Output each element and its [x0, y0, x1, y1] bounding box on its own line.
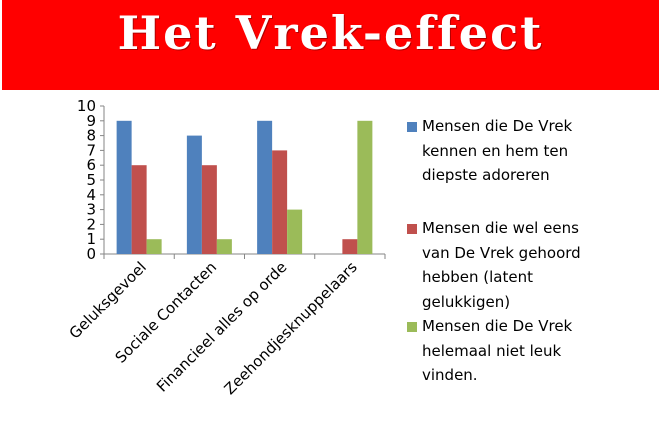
legend-swatch-series-1 — [407, 122, 417, 132]
x-tick-label: Financieel alles op orde — [153, 258, 290, 395]
y-tick-label: 7 — [86, 141, 96, 159]
bar-3-2 — [216, 239, 232, 254]
bar-2-1 — [131, 165, 147, 254]
y-tick-label: 2 — [86, 215, 96, 233]
legend-swatch-series-3 — [407, 322, 417, 332]
y-tick-label: 0 — [86, 245, 96, 263]
y-tick-label: 3 — [86, 201, 96, 219]
y-tick-label: 5 — [86, 171, 96, 189]
legend-label-series-2: Mensen die wel eens van De Vrek gehoord … — [422, 219, 581, 311]
bar-2-4 — [342, 239, 358, 254]
y-tick-label: 8 — [86, 127, 96, 145]
bar-3-3 — [287, 209, 303, 254]
y-tick-label: 1 — [86, 230, 96, 248]
legend-label-series-1: Mensen die De Vrek kennen en hem ten die… — [422, 117, 573, 184]
legend-label-series-3: Mensen die De Vrek helemaal niet leuk vi… — [422, 317, 573, 384]
y-tick-label: 9 — [86, 112, 96, 130]
y-tick-label: 4 — [86, 186, 96, 204]
y-tick-label: 6 — [86, 156, 96, 174]
title-banner: Het Vrek-effect — [2, 0, 659, 90]
bar-1-1 — [116, 120, 132, 254]
bar-3-4 — [357, 120, 373, 254]
x-tick-label: Zeehondjesknuppelaars — [221, 258, 361, 398]
bar-1-2 — [186, 135, 202, 254]
legend-swatch-series-2 — [407, 224, 417, 234]
chart-title: Het Vrek-effect — [117, 6, 544, 60]
bar-1-3 — [257, 120, 273, 254]
y-tick-label: 10 — [77, 97, 96, 115]
bar-2-2 — [201, 165, 217, 254]
bar-3-1 — [146, 239, 162, 254]
bar-2-3 — [272, 150, 288, 254]
